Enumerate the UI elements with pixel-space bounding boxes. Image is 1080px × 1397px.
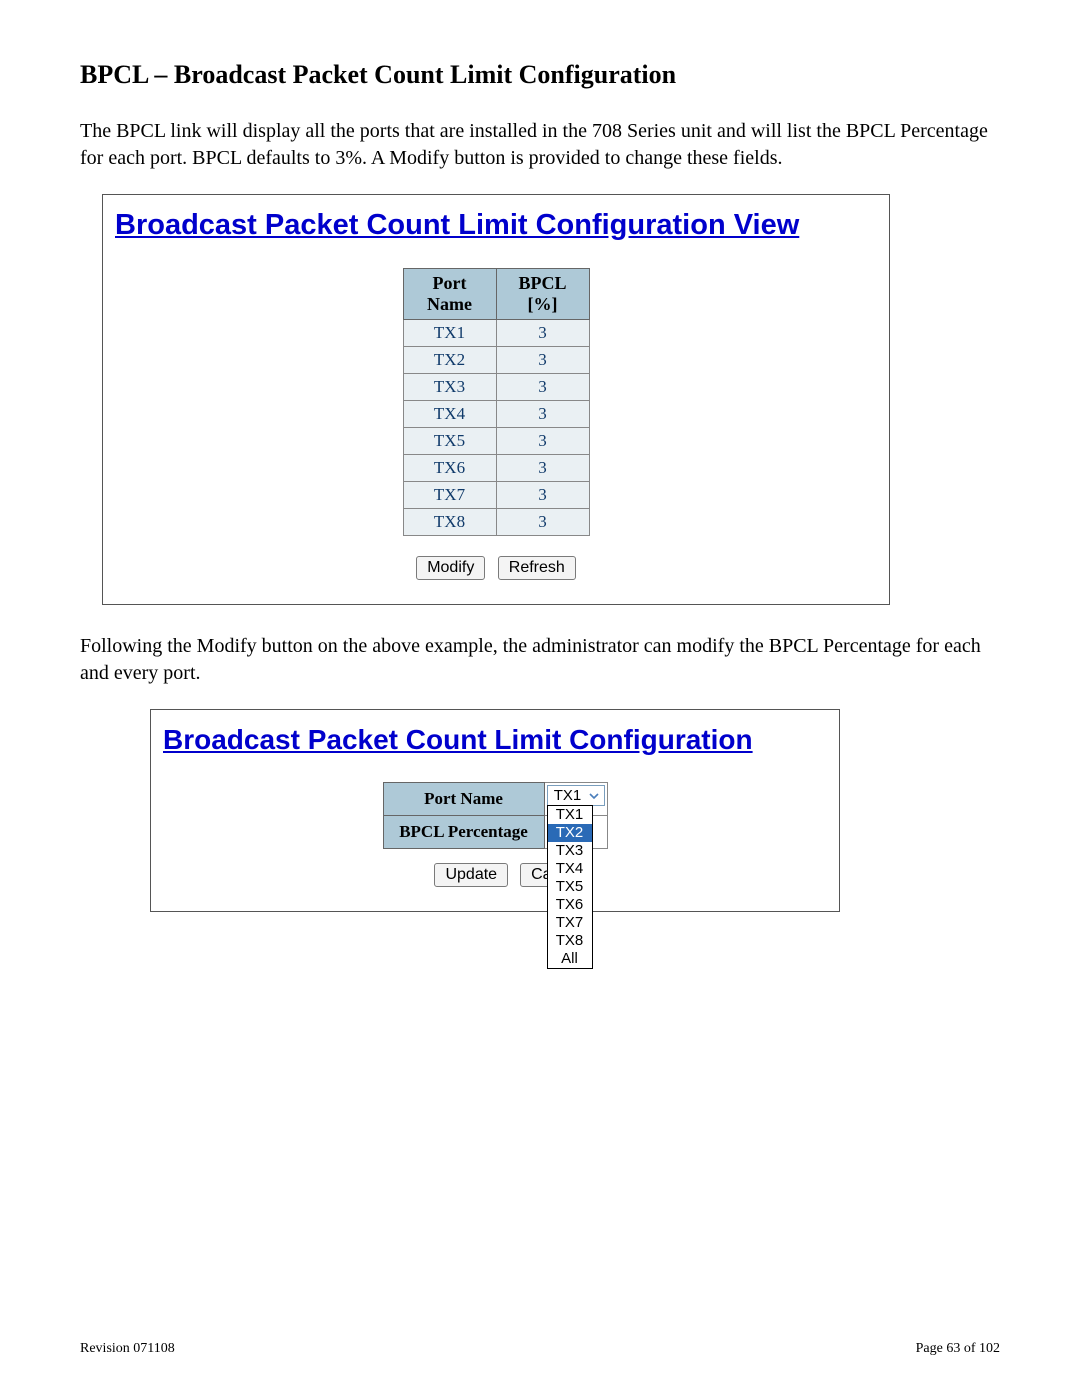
port-name-select[interactable]: TX1 (547, 785, 605, 806)
table-row: TX23 (403, 347, 589, 374)
bpcl-cell: 3 (496, 347, 589, 374)
table-row: TX33 (403, 374, 589, 401)
view-panel-title: Broadcast Packet Count Limit Configurati… (115, 209, 877, 242)
port-cell: TX7 (403, 482, 496, 509)
modify-button[interactable]: Modify (416, 556, 485, 580)
dropdown-option[interactable]: TX7 (548, 914, 592, 932)
footer-revision: Revision 071108 (80, 1341, 175, 1357)
port-cell: TX4 (403, 401, 496, 428)
table-row: TX13 (403, 320, 589, 347)
dropdown-option[interactable]: TX4 (548, 860, 592, 878)
dropdown-option[interactable]: TX8 (548, 932, 592, 950)
dropdown-option[interactable]: TX5 (548, 878, 592, 896)
refresh-button[interactable]: Refresh (498, 556, 576, 580)
table-row: TX53 (403, 428, 589, 455)
intro-paragraph: The BPCL link will display all the ports… (80, 118, 1000, 172)
dropdown-option[interactable]: TX1 (548, 806, 592, 824)
bpcl-cell: 3 (496, 482, 589, 509)
port-name-select-value: TX1 (552, 787, 584, 804)
dropdown-option[interactable]: TX3 (548, 842, 592, 860)
update-button[interactable]: Update (434, 863, 508, 887)
chevron-down-icon (586, 788, 602, 804)
bpcl-cell: 3 (496, 509, 589, 536)
page-footer: Revision 071108 Page 63 of 102 (80, 1341, 1000, 1357)
port-cell: TX8 (403, 509, 496, 536)
mid-paragraph: Following the Modify button on the above… (80, 633, 1000, 687)
table-row: TX43 (403, 401, 589, 428)
col-bpcl: BPCL [%] (496, 269, 589, 320)
table-row: TX63 (403, 455, 589, 482)
port-cell: TX3 (403, 374, 496, 401)
edit-panel-title: Broadcast Packet Count Limit Configurati… (163, 724, 827, 756)
label-port-name: Port Name (383, 783, 544, 816)
bpcl-table: Port Name BPCL [%] TX13 TX23 TX33 TX43 T… (403, 268, 590, 536)
dropdown-option[interactable]: All (548, 950, 592, 968)
bpcl-cell: 3 (496, 401, 589, 428)
section-title: BPCL – Broadcast Packet Count Limit Conf… (80, 60, 1000, 90)
dropdown-option[interactable]: TX6 (548, 896, 592, 914)
table-row: TX73 (403, 482, 589, 509)
bpcl-cell: 3 (496, 455, 589, 482)
edit-form-table: Port Name TX1 TX1TX2TX3TX4TX5TX6TX7TX8Al… (383, 782, 608, 849)
port-cell: TX2 (403, 347, 496, 374)
bpcl-cell: 3 (496, 374, 589, 401)
port-cell: TX1 (403, 320, 496, 347)
port-name-dropdown[interactable]: TX1TX2TX3TX4TX5TX6TX7TX8All (547, 805, 593, 969)
col-port-name: Port Name (403, 269, 496, 320)
port-cell: TX5 (403, 428, 496, 455)
edit-screenshot: Broadcast Packet Count Limit Configurati… (150, 709, 840, 912)
footer-page: Page 63 of 102 (916, 1341, 1000, 1357)
dropdown-option[interactable]: TX2 (548, 824, 592, 842)
table-row: TX83 (403, 509, 589, 536)
view-screenshot: Broadcast Packet Count Limit Configurati… (102, 194, 890, 605)
bpcl-cell: 3 (496, 428, 589, 455)
port-cell: TX6 (403, 455, 496, 482)
label-bpcl-percentage: BPCL Percentage (383, 816, 544, 849)
bpcl-cell: 3 (496, 320, 589, 347)
